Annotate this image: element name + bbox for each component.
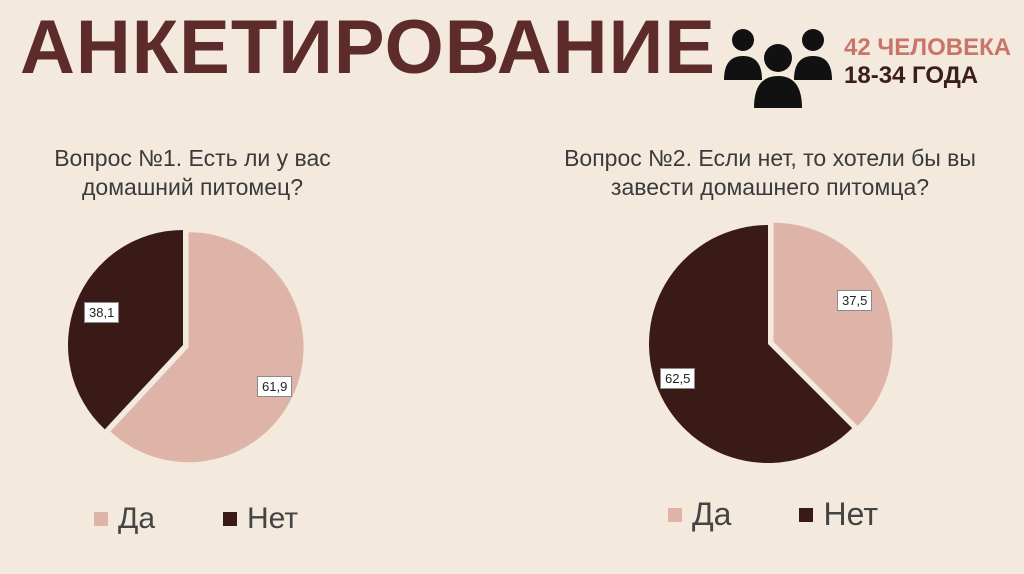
- pie-1-legend: Да Нет: [94, 502, 366, 536]
- pie-2-legend: Да Нет: [668, 496, 946, 533]
- legend-item-yes: Да: [94, 502, 155, 536]
- pie-1-slice-yes: [110, 232, 304, 463]
- pie-2-slice-no: [649, 225, 853, 463]
- question-1-title: Вопрос №1. Есть ли у вас домашний питоме…: [54, 145, 331, 200]
- age-range: 18-34 ГОДА: [844, 62, 979, 90]
- legend-swatch-yes: [668, 507, 682, 522]
- legend-label-yes: Да: [692, 496, 732, 532]
- legend-label-no: Нет: [823, 496, 878, 532]
- pie-chart-2: [649, 222, 893, 463]
- legend-swatch-yes: [94, 512, 108, 526]
- survey-info: 42 ЧЕЛОВЕКА 18-34 ГОДА: [844, 34, 1011, 91]
- pie-1-label-yes: 61,9: [257, 376, 293, 397]
- legend-item-yes: Да: [668, 496, 731, 533]
- group-of-people-icon: [724, 29, 832, 108]
- question-2-title: Вопрос №2. Если нет, то хотели бы вы зав…: [564, 145, 976, 200]
- legend-label-no: Нет: [247, 502, 299, 535]
- legend-swatch-no: [799, 507, 814, 522]
- legend-item-no: Нет: [799, 496, 878, 533]
- respondent-count: 42 ЧЕЛОВЕКА: [844, 34, 1012, 61]
- pie-1-slice-no: [67, 230, 183, 430]
- pie-2-label-no: 62,5: [660, 368, 696, 389]
- pie-chart-1: [67, 230, 304, 463]
- pie-2-slice-yes: [773, 222, 893, 426]
- legend-item-no: Нет: [223, 502, 298, 536]
- page-title: АНКЕТИРОВАНИЕ: [20, 5, 716, 90]
- legend-label-yes: Да: [118, 502, 156, 535]
- pie-1-label-no: 38,1: [84, 302, 120, 323]
- pie-2-label-yes: 37,5: [837, 290, 873, 311]
- legend-swatch-no: [223, 512, 238, 526]
